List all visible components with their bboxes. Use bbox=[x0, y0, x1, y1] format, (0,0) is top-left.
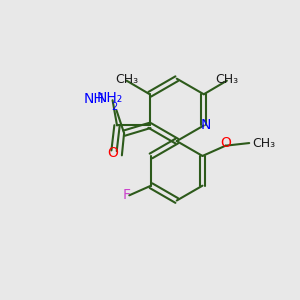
Text: 2: 2 bbox=[112, 102, 118, 112]
Text: NH₂: NH₂ bbox=[97, 91, 123, 105]
Text: O: O bbox=[107, 146, 118, 160]
Text: CH₃: CH₃ bbox=[115, 73, 138, 86]
Text: F: F bbox=[123, 188, 131, 202]
Text: O: O bbox=[220, 136, 231, 150]
Text: CH₃: CH₃ bbox=[252, 136, 275, 150]
Text: N: N bbox=[201, 118, 211, 133]
Text: NH: NH bbox=[83, 92, 104, 106]
Text: CH₃: CH₃ bbox=[215, 73, 238, 86]
